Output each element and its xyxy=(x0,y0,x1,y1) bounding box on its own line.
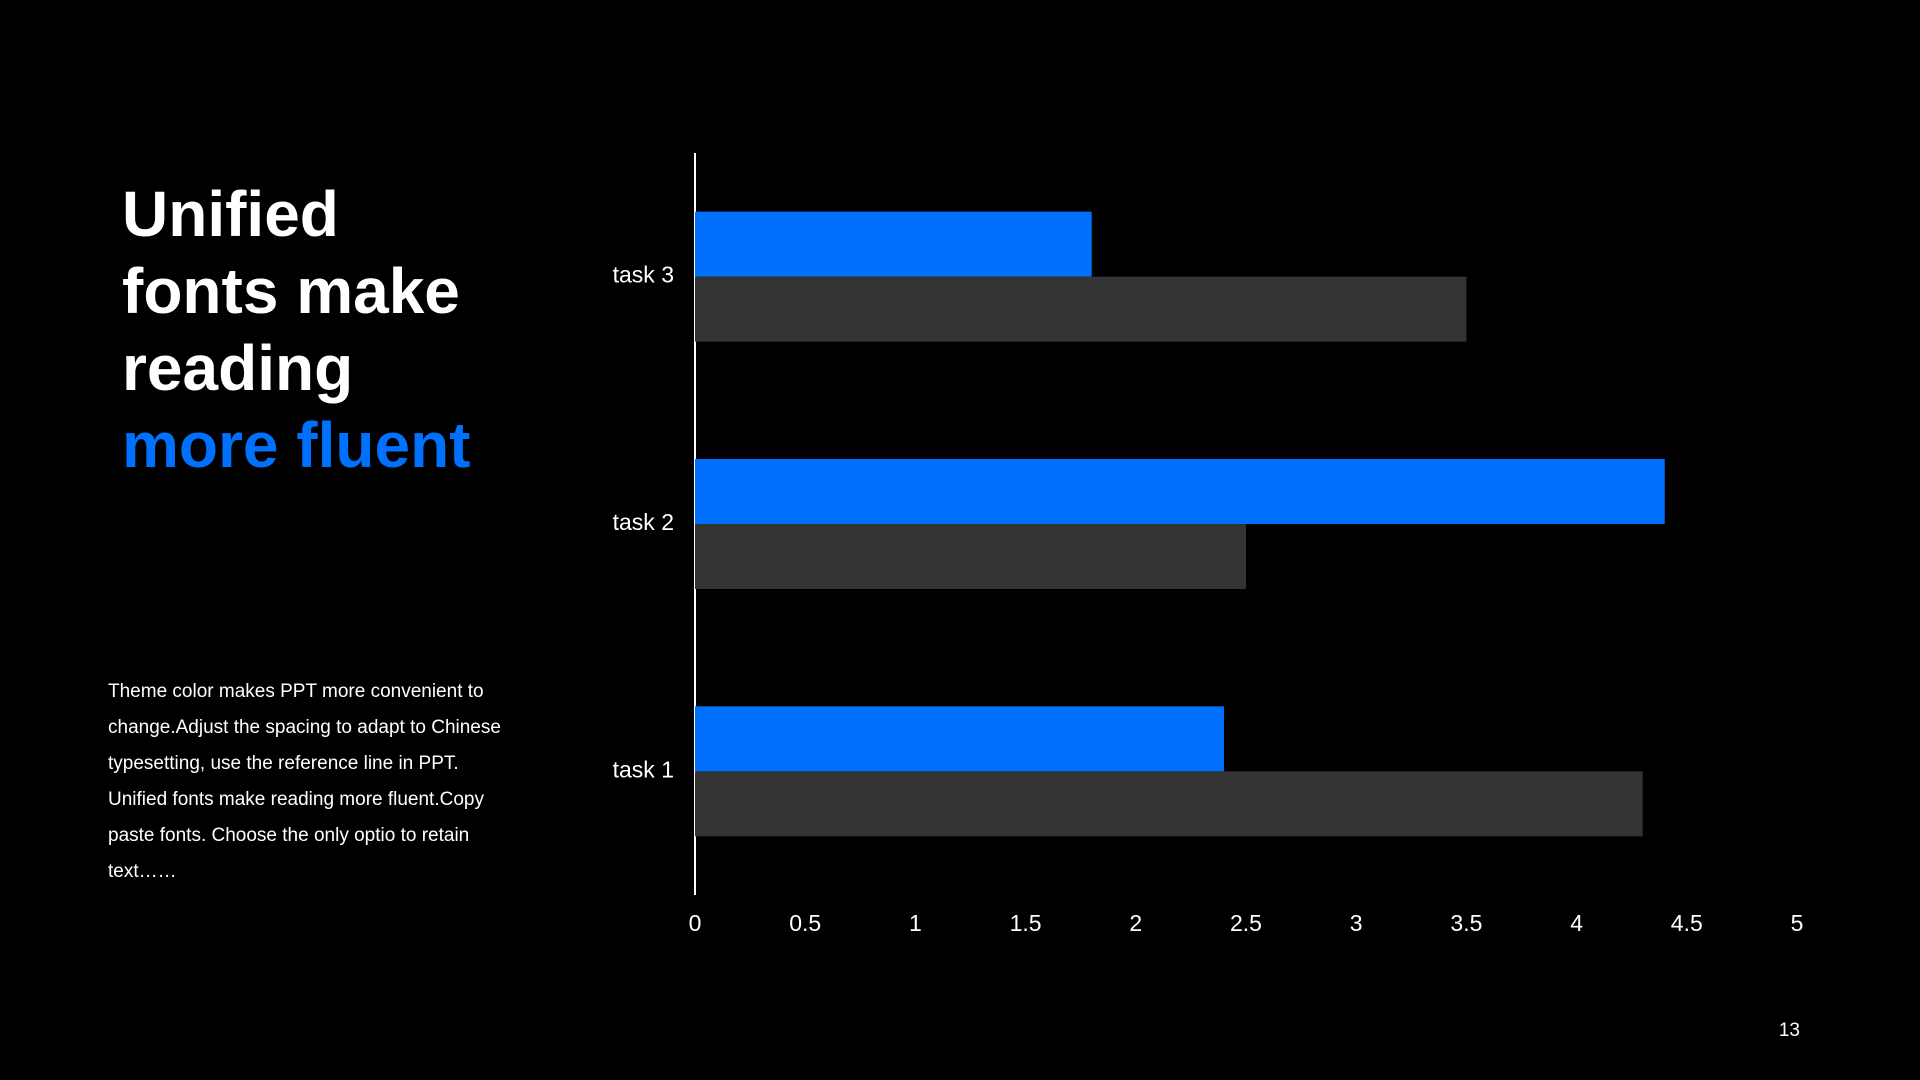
x-tick-label: 3.5 xyxy=(1450,910,1482,936)
bar-task-2-series-2 xyxy=(695,524,1246,589)
heading-line-3: reading xyxy=(122,332,354,404)
bar-task-1-series-2 xyxy=(695,771,1643,837)
x-tick-label: 1.5 xyxy=(1010,910,1042,936)
bar-task-3-series-2 xyxy=(695,276,1467,342)
category-label: task 3 xyxy=(613,262,674,288)
category-labels: task 1 task 2 task 3 xyxy=(613,262,674,783)
category-label: task 1 xyxy=(613,756,674,782)
x-tick-label: 0 xyxy=(689,910,702,936)
x-tick-label: 5 xyxy=(1791,910,1804,936)
bar-task-2-series-1 xyxy=(695,459,1665,524)
slide-heading: Unified fonts make reading more fluent xyxy=(122,176,470,484)
x-tick-label: 2.5 xyxy=(1230,910,1262,936)
x-tick-label: 3 xyxy=(1350,910,1363,936)
bar-task-3-series-1 xyxy=(695,211,1092,277)
body-paragraph: Theme color makes PPT more convenient to… xyxy=(108,681,501,882)
bars-layer xyxy=(695,211,1665,837)
heading-accent-line: more fluent xyxy=(122,409,471,481)
x-tick-label: 2 xyxy=(1129,910,1142,936)
category-label: task 2 xyxy=(613,509,674,535)
page-number: 13 xyxy=(1778,1020,1800,1041)
bar-task-1-series-1 xyxy=(695,706,1224,772)
x-tick-label: 4.5 xyxy=(1671,910,1703,936)
x-tick-label: 0.5 xyxy=(789,910,821,936)
heading-line-2: fonts make xyxy=(122,255,460,327)
x-tick-label: 1 xyxy=(909,910,922,936)
x-tick-labels: 0 0.5 1 1.5 2 2.5 3 3.5 4 4.5 5 xyxy=(689,910,1804,936)
heading-line-1: Unified xyxy=(122,178,339,250)
x-tick-label: 4 xyxy=(1570,910,1583,936)
